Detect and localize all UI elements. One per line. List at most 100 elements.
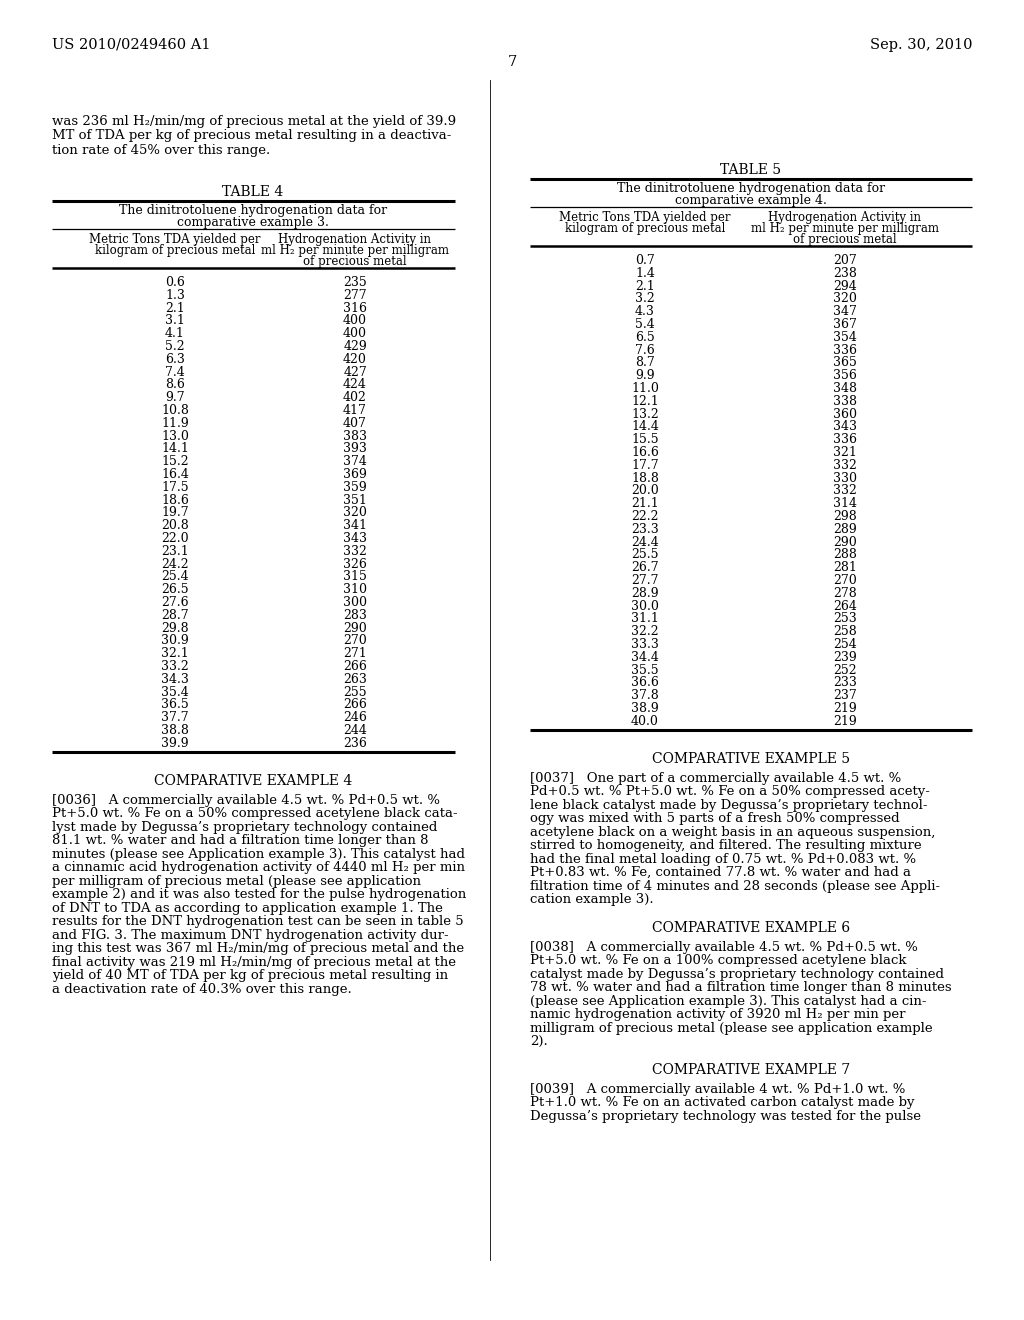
Text: 336: 336 xyxy=(833,433,857,446)
Text: 347: 347 xyxy=(834,305,857,318)
Text: 8.6: 8.6 xyxy=(165,379,185,392)
Text: 233: 233 xyxy=(834,676,857,689)
Text: example 2) and it was also tested for the pulse hydrogenation: example 2) and it was also tested for th… xyxy=(52,888,466,902)
Text: 17.7: 17.7 xyxy=(631,459,658,471)
Text: [0039]   A commercially available 4 wt. % Pd+1.0 wt. %: [0039] A commercially available 4 wt. % … xyxy=(530,1082,905,1096)
Text: 219: 219 xyxy=(834,702,857,715)
Text: Hydrogenation Activity in: Hydrogenation Activity in xyxy=(279,234,431,246)
Text: 25.5: 25.5 xyxy=(631,548,658,561)
Text: 393: 393 xyxy=(343,442,367,455)
Text: catalyst made by Degussa’s proprietary technology contained: catalyst made by Degussa’s proprietary t… xyxy=(530,968,944,981)
Text: 0.7: 0.7 xyxy=(635,253,655,267)
Text: 7.6: 7.6 xyxy=(635,343,655,356)
Text: 239: 239 xyxy=(834,651,857,664)
Text: 20.8: 20.8 xyxy=(161,519,188,532)
Text: 31.1: 31.1 xyxy=(631,612,658,626)
Text: 16.4: 16.4 xyxy=(161,469,189,480)
Text: was 236 ml H₂/min/mg of precious metal at the yield of 39.9: was 236 ml H₂/min/mg of precious metal a… xyxy=(52,115,456,128)
Text: 254: 254 xyxy=(834,638,857,651)
Text: 321: 321 xyxy=(834,446,857,459)
Text: 294: 294 xyxy=(834,280,857,293)
Text: 34.3: 34.3 xyxy=(161,673,189,686)
Text: Metric Tons TDA yielded per: Metric Tons TDA yielded per xyxy=(559,211,731,224)
Text: 28.9: 28.9 xyxy=(631,587,658,599)
Text: 266: 266 xyxy=(343,698,367,711)
Text: 271: 271 xyxy=(343,647,367,660)
Text: ing this test was 367 ml H₂/min/mg of precious metal and the: ing this test was 367 ml H₂/min/mg of pr… xyxy=(52,942,464,956)
Text: 320: 320 xyxy=(343,507,367,519)
Text: namic hydrogenation activity of 3920 ml H₂ per min per: namic hydrogenation activity of 3920 ml … xyxy=(530,1008,905,1022)
Text: kilogram of precious metal: kilogram of precious metal xyxy=(95,244,255,257)
Text: [0038]   A commercially available 4.5 wt. % Pd+0.5 wt. %: [0038] A commercially available 4.5 wt. … xyxy=(530,941,918,953)
Text: 30.0: 30.0 xyxy=(631,599,658,612)
Text: 365: 365 xyxy=(834,356,857,370)
Text: 19.7: 19.7 xyxy=(161,507,188,519)
Text: MT of TDA per kg of precious metal resulting in a deactiva-: MT of TDA per kg of precious metal resul… xyxy=(52,129,452,143)
Text: 367: 367 xyxy=(834,318,857,331)
Text: yield of 40 MT of TDA per kg of precious metal resulting in: yield of 40 MT of TDA per kg of precious… xyxy=(52,969,449,982)
Text: 253: 253 xyxy=(834,612,857,626)
Text: Metric Tons TDA yielded per: Metric Tons TDA yielded per xyxy=(89,234,261,246)
Text: 289: 289 xyxy=(834,523,857,536)
Text: 26.7: 26.7 xyxy=(631,561,658,574)
Text: 290: 290 xyxy=(834,536,857,549)
Text: 330: 330 xyxy=(833,471,857,484)
Text: 22.2: 22.2 xyxy=(631,510,658,523)
Text: Pt+5.0 wt. % Fe on a 100% compressed acetylene black: Pt+5.0 wt. % Fe on a 100% compressed ace… xyxy=(530,954,906,968)
Text: of precious metal: of precious metal xyxy=(794,234,897,246)
Text: 278: 278 xyxy=(834,587,857,599)
Text: final activity was 219 ml H₂/min/mg of precious metal at the: final activity was 219 ml H₂/min/mg of p… xyxy=(52,956,456,969)
Text: 314: 314 xyxy=(833,498,857,511)
Text: 12.1: 12.1 xyxy=(631,395,658,408)
Text: 429: 429 xyxy=(343,341,367,352)
Text: 32.1: 32.1 xyxy=(161,647,188,660)
Text: kilogram of precious metal: kilogram of precious metal xyxy=(565,222,725,235)
Text: [0037]   One part of a commercially available 4.5 wt. %: [0037] One part of a commercially availa… xyxy=(530,772,901,784)
Text: 236: 236 xyxy=(343,737,367,750)
Text: 277: 277 xyxy=(343,289,367,302)
Text: 25.4: 25.4 xyxy=(161,570,188,583)
Text: minutes (please see Application example 3). This catalyst had: minutes (please see Application example … xyxy=(52,847,465,861)
Text: 290: 290 xyxy=(343,622,367,635)
Text: 16.6: 16.6 xyxy=(631,446,658,459)
Text: 207: 207 xyxy=(834,253,857,267)
Text: milligram of precious metal (please see application example: milligram of precious metal (please see … xyxy=(530,1022,933,1035)
Text: results for the DNT hydrogenation test can be seen in table 5: results for the DNT hydrogenation test c… xyxy=(52,915,464,928)
Text: 4.3: 4.3 xyxy=(635,305,655,318)
Text: 11.0: 11.0 xyxy=(631,381,658,395)
Text: Pt+1.0 wt. % Fe on an activated carbon catalyst made by: Pt+1.0 wt. % Fe on an activated carbon c… xyxy=(530,1096,914,1109)
Text: 18.6: 18.6 xyxy=(161,494,189,507)
Text: 38.9: 38.9 xyxy=(631,702,658,715)
Text: had the final metal loading of 0.75 wt. % Pd+0.083 wt. %: had the final metal loading of 0.75 wt. … xyxy=(530,853,916,866)
Text: 13.2: 13.2 xyxy=(631,408,658,421)
Text: 326: 326 xyxy=(343,557,367,570)
Text: 343: 343 xyxy=(833,420,857,433)
Text: 316: 316 xyxy=(343,301,367,314)
Text: 359: 359 xyxy=(343,480,367,494)
Text: 5.2: 5.2 xyxy=(165,341,184,352)
Text: lyst made by Degussa’s proprietary technology contained: lyst made by Degussa’s proprietary techn… xyxy=(52,821,437,834)
Text: 1.3: 1.3 xyxy=(165,289,185,302)
Text: 360: 360 xyxy=(833,408,857,421)
Text: Pt+5.0 wt. % Fe on a 50% compressed acetylene black cata-: Pt+5.0 wt. % Fe on a 50% compressed acet… xyxy=(52,807,458,820)
Text: [0036]   A commercially available 4.5 wt. % Pd+0.5 wt. %: [0036] A commercially available 4.5 wt. … xyxy=(52,793,440,807)
Text: 402: 402 xyxy=(343,391,367,404)
Text: COMPARATIVE EXAMPLE 4: COMPARATIVE EXAMPLE 4 xyxy=(154,774,352,788)
Text: 0.6: 0.6 xyxy=(165,276,185,289)
Text: 266: 266 xyxy=(343,660,367,673)
Text: 1.4: 1.4 xyxy=(635,267,655,280)
Text: 30.9: 30.9 xyxy=(161,635,188,647)
Text: 427: 427 xyxy=(343,366,367,379)
Text: 37.7: 37.7 xyxy=(161,711,188,725)
Text: 6.3: 6.3 xyxy=(165,352,185,366)
Text: Hydrogenation Activity in: Hydrogenation Activity in xyxy=(768,211,922,224)
Text: 341: 341 xyxy=(343,519,367,532)
Text: 39.9: 39.9 xyxy=(161,737,188,750)
Text: and FIG. 3. The maximum DNT hydrogenation activity dur-: and FIG. 3. The maximum DNT hydrogenatio… xyxy=(52,928,449,941)
Text: (please see Application example 3). This catalyst had a cin-: (please see Application example 3). This… xyxy=(530,994,927,1007)
Text: 36.5: 36.5 xyxy=(161,698,188,711)
Text: of DNT to TDA as according to application example 1. The: of DNT to TDA as according to applicatio… xyxy=(52,902,442,915)
Text: 332: 332 xyxy=(834,459,857,471)
Text: 15.5: 15.5 xyxy=(631,433,658,446)
Text: 252: 252 xyxy=(834,664,857,677)
